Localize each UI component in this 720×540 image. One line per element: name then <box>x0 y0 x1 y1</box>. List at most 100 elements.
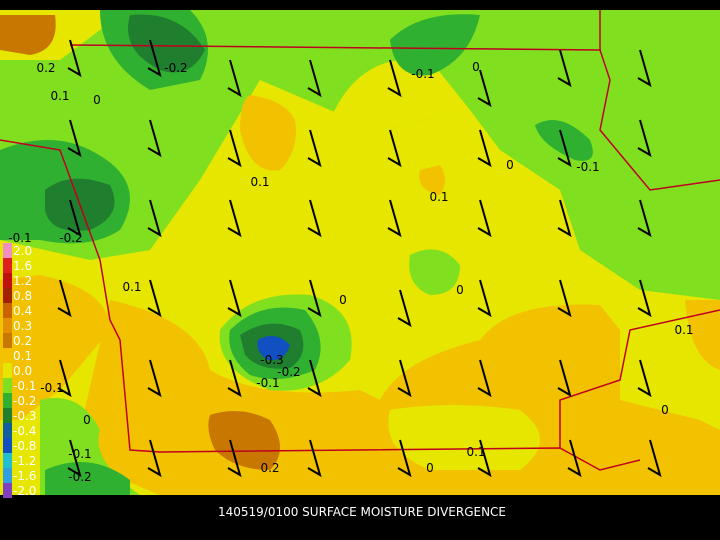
border-line <box>0 139 641 471</box>
wind-barb <box>637 359 652 398</box>
legend-label: 0.8 <box>13 289 32 303</box>
wind-barb <box>387 59 402 98</box>
contour-label: -0.2 <box>277 365 300 379</box>
legend-swatch <box>3 483 12 498</box>
legend-swatch <box>3 303 12 318</box>
orange-zone <box>240 95 296 171</box>
legend-swatch <box>3 243 12 258</box>
legend-label: -0.1 <box>13 379 36 393</box>
legend-swatch <box>3 288 12 303</box>
wind-barb <box>387 129 402 168</box>
legend-swatch <box>3 378 12 393</box>
contour-label: -0.2 <box>59 231 82 245</box>
contour-label: -0.2 <box>68 470 91 484</box>
wind-barb <box>67 39 82 78</box>
wind-barb <box>57 359 72 398</box>
orange-zone <box>685 300 720 370</box>
contour-label: 0 <box>456 283 464 297</box>
wind-barb <box>57 279 72 318</box>
wind-barb <box>557 359 572 398</box>
map-field <box>0 10 720 495</box>
wind-barb <box>307 359 322 398</box>
borders <box>0 10 720 471</box>
border-line <box>559 309 720 448</box>
legend-swatch <box>3 273 12 288</box>
wind-barb <box>637 119 652 158</box>
wind-barb <box>227 359 242 398</box>
contour-labels: 0.20.1 0-0.2 -0.1 00.10.10 -0.1-0.1 -0.20.100… <box>8 60 693 484</box>
wind-barb <box>477 69 492 108</box>
legend-swatch <box>3 468 12 483</box>
wind-barb <box>147 119 162 158</box>
legend-label: 0.2 <box>13 334 32 348</box>
wind-barb <box>67 199 82 238</box>
wind-barb <box>147 279 162 318</box>
legend-label: 0.4 <box>13 304 32 318</box>
contour-label: 0.1 <box>674 323 693 337</box>
legend-label: -0.4 <box>13 424 36 438</box>
wind-barb <box>557 279 572 318</box>
light-green-zone <box>409 249 460 295</box>
wind-barb <box>477 199 492 238</box>
legend-swatch <box>3 453 12 468</box>
contour-label: 0 <box>506 158 514 172</box>
wind-barb <box>637 199 652 238</box>
wind-barb <box>307 59 322 98</box>
wind-barb <box>307 279 322 318</box>
wind-barb <box>567 439 582 478</box>
contour-label: 0.1 <box>466 445 485 459</box>
wind-barb <box>307 439 322 478</box>
legend-label: -2.0 <box>13 484 36 498</box>
contour-label: -0.1 <box>8 231 31 245</box>
legend-swatch <box>3 423 12 438</box>
wind-barb <box>227 439 242 478</box>
legend-label: -0.3 <box>13 409 36 423</box>
wind-barb <box>147 439 162 478</box>
legend-swatch <box>3 348 12 363</box>
contour-label: 0 <box>339 293 347 307</box>
contour-label: 0 <box>93 93 101 107</box>
wind-barb <box>477 279 492 318</box>
wind-barbs <box>57 39 662 478</box>
legend-label: -0.2 <box>13 394 36 408</box>
legend-swatch <box>3 318 12 333</box>
wind-barb <box>307 129 322 168</box>
wind-barb <box>637 279 652 318</box>
contour-label: 0.1 <box>429 190 448 204</box>
legend-label: 0.1 <box>13 349 32 363</box>
legend-swatch <box>3 363 12 378</box>
legend-label: 0.0 <box>13 364 32 378</box>
legend-label: -0.8 <box>13 439 36 453</box>
legend-swatch <box>3 438 12 453</box>
wind-barb <box>227 199 242 238</box>
wind-barb <box>387 199 402 238</box>
legend: 2.01.61.20.80.40.30.20.10.0-0.1-0.2-0.3-… <box>3 243 36 498</box>
legend-label: -1.6 <box>13 469 36 483</box>
wind-barb <box>477 359 492 398</box>
contour-label: -0.1 <box>256 376 279 390</box>
contour-label: 0.2 <box>36 61 55 75</box>
legend-swatch <box>3 393 12 408</box>
wind-barb <box>477 129 492 168</box>
contour-label: -0.1 <box>40 381 63 395</box>
dark-orange-zone <box>0 15 56 55</box>
legend-label: 1.6 <box>13 259 32 273</box>
green-zone <box>390 14 480 76</box>
wind-barb <box>227 279 242 318</box>
contour-label: 0.1 <box>50 89 69 103</box>
wind-barb <box>647 439 662 478</box>
wind-barb <box>637 49 652 88</box>
contour-label: 0.1 <box>122 280 141 294</box>
border-line <box>69 44 720 191</box>
wind-barb <box>67 439 82 478</box>
wind-barb <box>147 199 162 238</box>
legend-swatch <box>3 258 12 273</box>
wind-barb <box>147 39 162 78</box>
contour-label: -0.2 <box>164 61 187 75</box>
caption: 140519/0100 SURFACE MOISTURE DIVERGENCE <box>218 505 506 519</box>
contour-label: 0 <box>661 403 669 417</box>
contour-label: 0.1 <box>250 175 269 189</box>
legend-swatch <box>3 408 12 423</box>
green-zone <box>45 462 130 495</box>
legend-label: -1.2 <box>13 454 36 468</box>
